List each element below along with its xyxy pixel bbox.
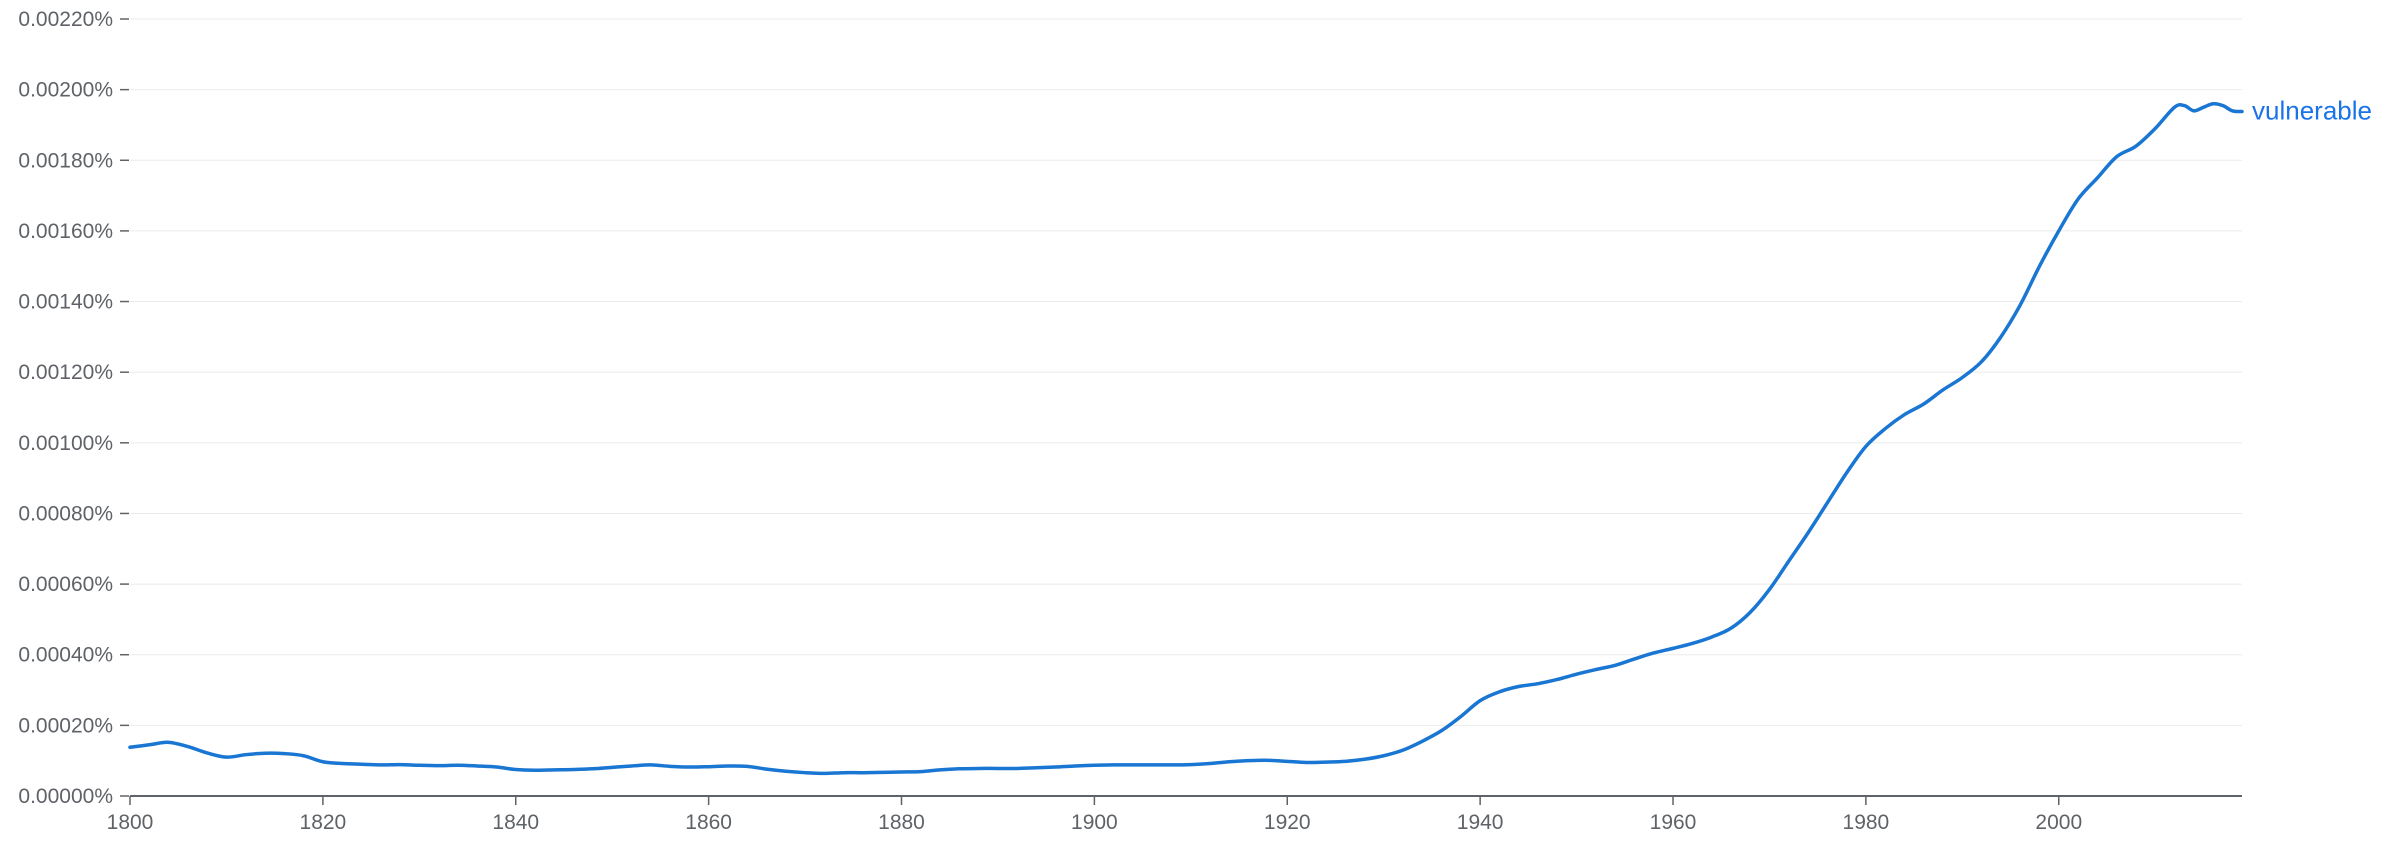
series-labels: vulnerable: [2252, 96, 2372, 126]
x-tick-label: 1800: [107, 811, 154, 834]
x-tick-label: 1920: [1264, 811, 1311, 834]
x-tick-label: 2000: [2035, 811, 2082, 834]
x-tick-label: 1860: [685, 811, 732, 834]
y-axis: 0.00000% 0.00020% 0.00040% 0.00060% 0.00080%…: [18, 8, 129, 808]
y-tick-label: 0.00060%: [18, 573, 113, 596]
x-tick-label: 1880: [878, 811, 925, 834]
series-label: vulnerable: [2252, 96, 2372, 126]
y-tick-label: 0.00160%: [18, 220, 113, 243]
y-tick-label: 0.00180%: [18, 149, 113, 172]
y-tick-label: 0.00040%: [18, 644, 113, 667]
y-tick-label: 0.00000%: [18, 785, 113, 808]
x-tick-label: 1940: [1457, 811, 1504, 834]
y-tick-label: 0.00220%: [18, 8, 113, 31]
y-tick-label: 0.00100%: [18, 432, 113, 455]
y-tick-label: 0.00080%: [18, 502, 113, 525]
series-lines: [128, 101, 2244, 776]
x-tick-label: 1900: [1071, 811, 1118, 834]
x-tick-label: 1820: [300, 811, 347, 834]
x-tick-label: 1960: [1650, 811, 1697, 834]
y-tick-label: 0.00120%: [18, 361, 113, 384]
grid-lines: [130, 18, 2242, 726]
y-tick-label: 0.00200%: [18, 79, 113, 102]
x-tick-label: 1980: [1843, 811, 1890, 834]
y-tick-label: 0.00020%: [18, 714, 113, 737]
series-line-vulnerable: [128, 101, 2244, 776]
y-tick-label: 0.00140%: [18, 291, 113, 314]
x-axis: 1800 1820 1840 1860 1880 1900 1920 1940 1960 1980…: [107, 795, 2242, 834]
x-tick-label: 1840: [492, 811, 539, 834]
